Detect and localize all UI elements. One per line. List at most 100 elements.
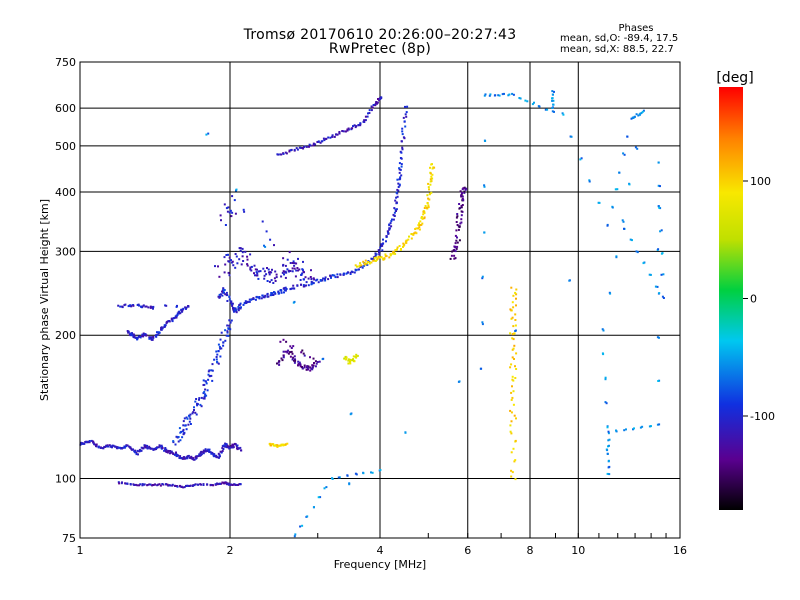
data-point <box>184 306 187 309</box>
data-point <box>315 362 318 365</box>
data-point <box>193 484 196 487</box>
data-point <box>221 294 224 297</box>
data-point <box>223 203 226 206</box>
data-point <box>286 350 289 353</box>
data-point <box>137 453 139 456</box>
data-point <box>349 413 352 416</box>
data-point <box>161 447 164 449</box>
data-point <box>349 359 352 362</box>
data-point <box>379 246 382 249</box>
data-point <box>457 228 460 231</box>
data-point <box>157 446 160 449</box>
data-point <box>404 105 406 108</box>
data-point <box>268 271 270 274</box>
data-point <box>92 440 95 443</box>
data-point <box>394 199 397 202</box>
data-point <box>111 446 113 449</box>
data-point <box>289 287 292 290</box>
data-point <box>189 413 192 416</box>
data-point <box>410 237 413 240</box>
data-point <box>395 208 398 211</box>
data-point <box>177 454 180 457</box>
data-point <box>359 124 362 127</box>
data-point <box>347 362 350 365</box>
data-point <box>615 256 618 259</box>
data-point <box>296 148 299 151</box>
data-point <box>145 334 148 337</box>
data-point <box>144 446 147 449</box>
data-point <box>497 94 500 97</box>
data-point <box>202 484 205 486</box>
data-point <box>293 267 296 270</box>
data-point <box>519 97 522 100</box>
data-point <box>453 257 456 260</box>
data-point <box>196 483 199 486</box>
data-point <box>488 94 491 97</box>
data-point <box>198 397 201 400</box>
data-point <box>481 275 484 278</box>
data-point <box>389 254 392 257</box>
data-point <box>598 201 601 204</box>
data-point <box>157 331 160 334</box>
data-point <box>149 305 152 308</box>
data-point <box>219 338 222 341</box>
data-point <box>189 423 192 425</box>
data-point <box>133 336 136 339</box>
data-point <box>308 143 311 146</box>
data-point <box>633 427 635 430</box>
data-point <box>494 94 497 97</box>
data-point <box>272 443 275 446</box>
data-point <box>217 362 220 365</box>
data-point <box>231 195 234 198</box>
data-point <box>209 484 212 487</box>
data-point <box>510 432 513 435</box>
data-point <box>141 483 144 486</box>
data-point <box>236 448 239 451</box>
data-point <box>378 251 380 254</box>
x-tick-label: 6 <box>464 544 471 557</box>
data-point <box>170 451 173 454</box>
data-point <box>269 442 272 445</box>
data-point <box>166 320 169 323</box>
data-point <box>229 321 232 324</box>
data-point <box>227 271 230 274</box>
data-point <box>588 180 591 183</box>
data-point <box>324 276 327 279</box>
data-point <box>323 487 326 490</box>
data-point <box>207 378 210 381</box>
data-point <box>305 368 308 371</box>
data-point <box>175 451 177 454</box>
data-point <box>238 258 241 261</box>
data-point <box>194 400 197 403</box>
data-point <box>526 100 529 103</box>
data-point <box>424 205 427 207</box>
data-point <box>658 206 661 209</box>
data-point <box>222 287 225 290</box>
data-point <box>162 483 165 486</box>
data-point <box>481 277 484 280</box>
data-point <box>112 444 115 447</box>
data-point <box>311 282 314 285</box>
data-point <box>512 403 515 406</box>
x-tick-label: 2 <box>227 544 234 557</box>
data-point <box>291 358 294 361</box>
data-point <box>454 250 457 253</box>
data-point <box>158 483 161 486</box>
data-point <box>370 257 373 260</box>
data-point <box>388 223 391 226</box>
data-point <box>136 484 139 487</box>
data-point <box>195 398 198 400</box>
data-point <box>562 113 565 116</box>
data-point <box>621 219 624 222</box>
data-point <box>172 440 175 443</box>
data-point <box>358 264 361 267</box>
data-point <box>88 441 91 444</box>
data-point <box>291 267 294 270</box>
data-point <box>182 456 185 459</box>
data-point <box>221 447 224 450</box>
data-point <box>262 267 265 270</box>
data-point <box>630 117 633 120</box>
data-point <box>278 363 281 366</box>
data-point <box>382 238 384 241</box>
